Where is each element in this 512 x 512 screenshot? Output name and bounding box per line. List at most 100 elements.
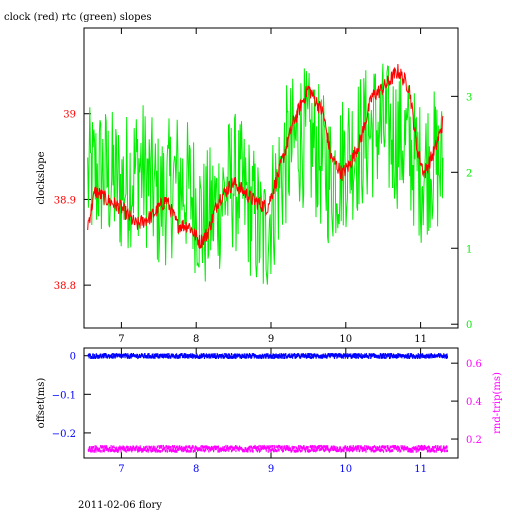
rndtrip-point (247, 449, 249, 453)
offset-point (349, 354, 352, 358)
rndtrip-point (443, 445, 445, 448)
bottom-y-tick-label: −0.1 (52, 390, 76, 401)
rndtrip-point (406, 446, 409, 450)
offset-point (271, 354, 273, 358)
rndtrip-point (230, 449, 233, 453)
offset-point (370, 356, 372, 359)
rndtrip-point (238, 445, 241, 449)
rndtrip-point (325, 447, 327, 451)
rndtrip-point (189, 449, 192, 453)
offset-point (153, 353, 156, 357)
rndtrip-point (110, 448, 112, 452)
offset-point (165, 353, 168, 357)
rndtrip-point (320, 448, 322, 451)
offset-point (163, 355, 165, 358)
rndtrip-point (428, 445, 430, 449)
offset-point (288, 355, 291, 358)
rndtrip-point (145, 445, 147, 449)
offset-point (235, 356, 237, 360)
rndtrip-point (316, 445, 318, 449)
rndtrip-point (175, 445, 178, 449)
rndtrip-point (391, 445, 393, 449)
offset-point (421, 355, 423, 359)
offset-point (390, 353, 393, 356)
rndtrip-point (414, 446, 417, 449)
rndtrip-point (383, 445, 385, 449)
rndtrip-point (432, 445, 434, 449)
offset-point (179, 355, 181, 359)
rndtrip-point (334, 446, 336, 450)
offset-point (353, 353, 355, 357)
offset-point (160, 353, 162, 357)
rndtrip-point (217, 449, 219, 453)
rndtrip-point (91, 446, 93, 449)
rndtrip-point (401, 446, 403, 450)
offset-point (291, 356, 294, 359)
rndtrip-point (231, 445, 233, 449)
rndtrip-point (174, 446, 176, 450)
rndtrip-point (299, 449, 302, 453)
offset-point (104, 353, 106, 356)
bottom-series-group (87, 352, 448, 453)
rndtrip-point (300, 445, 302, 449)
rndtrip-point (403, 448, 405, 452)
rndtrip-point (342, 446, 344, 450)
offset-point (425, 355, 427, 359)
rndtrip-point (116, 446, 118, 450)
rndtrip-point (256, 449, 259, 453)
rtc-series-line (87, 63, 444, 285)
offset-point (176, 354, 178, 358)
rndtrip-point (270, 448, 273, 452)
rndtrip-point (116, 448, 118, 451)
offset-point (202, 354, 204, 358)
offset-point (336, 353, 338, 357)
rndtrip-point (343, 446, 346, 450)
rndtrip-point (140, 446, 142, 450)
rndtrip-point (244, 449, 246, 453)
top-x-tick-label: 8 (193, 334, 199, 345)
offset-point (238, 353, 241, 357)
offset-point (446, 355, 448, 359)
offset-point (289, 353, 291, 356)
bottom-y-tick-label: −0.2 (52, 429, 76, 440)
rndtrip-point (284, 445, 286, 449)
rndtrip-point (323, 449, 326, 453)
offset-point (396, 355, 399, 359)
rndtrip-point (411, 446, 413, 450)
offset-point (97, 356, 99, 360)
rndtrip-point (390, 449, 393, 453)
offset-point (230, 353, 233, 356)
offset-point (357, 356, 360, 359)
offset-point (339, 353, 341, 356)
offset-point (403, 354, 405, 358)
rndtrip-point (218, 447, 220, 451)
rndtrip-point (317, 446, 320, 450)
rndtrip-point (191, 447, 193, 450)
top-x-ticks: 7 8 9 10 11 (118, 28, 427, 345)
rndtrip-point (443, 449, 446, 453)
offset-point (321, 354, 323, 357)
bottom-y2-tick-label: 0.6 (466, 359, 482, 370)
rndtrip-point (334, 447, 336, 451)
rndtrip-point (234, 445, 237, 448)
offset-point (401, 355, 403, 359)
rndtrip-point (169, 448, 172, 452)
offset-point (428, 355, 430, 359)
offset-point (203, 353, 205, 356)
offset-point (263, 355, 265, 359)
rndtrip-point (387, 445, 389, 448)
bottom-x-ticks: 7 8 9 10 11 (118, 348, 427, 475)
rndtrip-point (315, 449, 317, 453)
rndtrip-point (104, 444, 106, 448)
rndtrip-point (249, 449, 251, 453)
rndtrip-point (176, 448, 178, 451)
rndtrip-point (158, 445, 160, 448)
rndtrip-point (445, 449, 447, 453)
rndtrip-point (172, 449, 174, 453)
rndtrip-point (249, 448, 251, 451)
bottom-x-tick-label: 7 (118, 464, 124, 475)
offset-point (93, 355, 95, 359)
rndtrip-point (131, 449, 133, 453)
offset-point (225, 354, 227, 358)
rndtrip-point (263, 447, 265, 450)
